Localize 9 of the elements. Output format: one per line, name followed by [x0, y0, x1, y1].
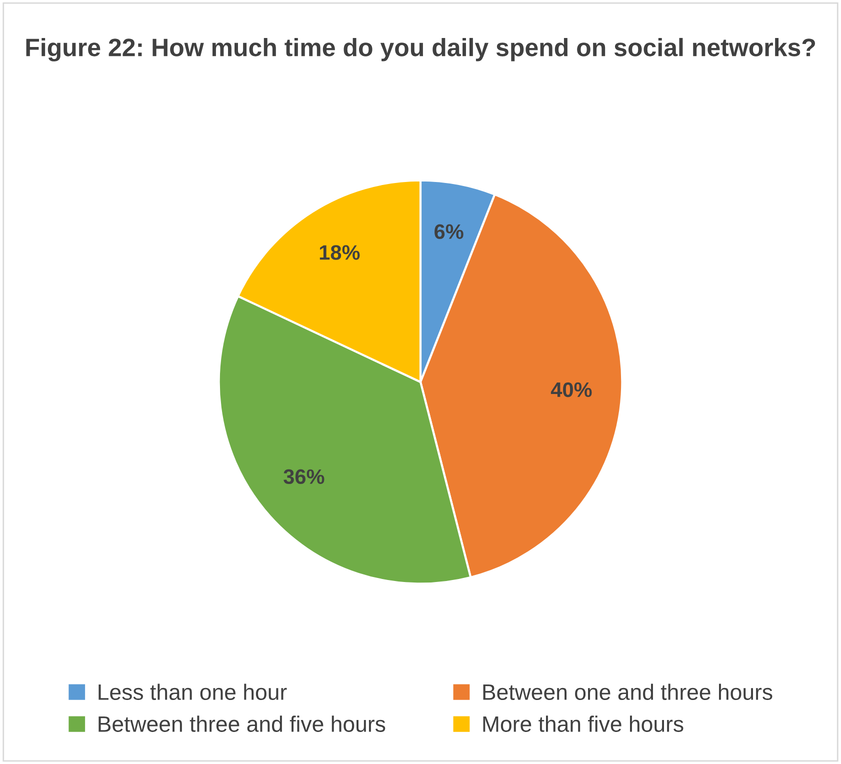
data-label: 18% — [320, 245, 360, 260]
data-label: 6% — [434, 224, 464, 239]
legend-label: Between three and five hours — [98, 716, 386, 732]
data-label: 40% — [550, 382, 592, 398]
legend-label: Less than one hour — [98, 684, 287, 700]
legend-label: Between one and three hours — [483, 684, 772, 700]
chart-title: Figure 22: How much time do you daily spend on social networks? — [26, 38, 815, 62]
data-label: 36% — [284, 469, 324, 484]
legend-label: More than five hours — [483, 716, 684, 732]
